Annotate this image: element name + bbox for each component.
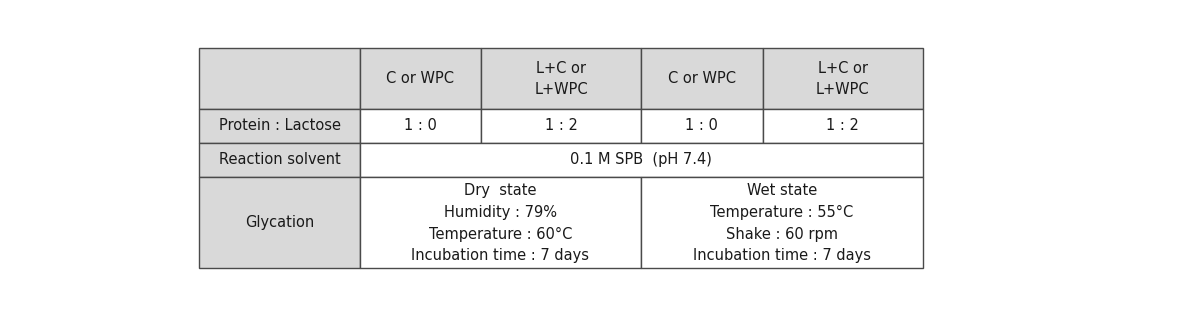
Text: C or WPC: C or WPC bbox=[387, 71, 455, 86]
Bar bbox=[359, 109, 481, 143]
Bar bbox=[359, 49, 481, 109]
Text: Reaction solvent: Reaction solvent bbox=[219, 152, 340, 167]
Bar bbox=[641, 109, 763, 143]
Text: 1 : 2: 1 : 2 bbox=[545, 118, 577, 133]
Text: Shake : 60 rpm: Shake : 60 rpm bbox=[726, 227, 838, 242]
Bar bbox=[763, 109, 922, 143]
Text: 1 : 2: 1 : 2 bbox=[826, 118, 859, 133]
Text: Glycation: Glycation bbox=[245, 215, 314, 230]
Bar bbox=[200, 143, 359, 177]
Text: C or WPC: C or WPC bbox=[668, 71, 735, 86]
Bar bbox=[481, 109, 641, 143]
Text: 1 : 0: 1 : 0 bbox=[685, 118, 719, 133]
Bar bbox=[359, 177, 641, 268]
Text: Wet state: Wet state bbox=[746, 183, 818, 198]
Text: Incubation time : 7 days: Incubation time : 7 days bbox=[412, 249, 589, 264]
Text: Protein : Lactose: Protein : Lactose bbox=[219, 118, 340, 133]
Text: L+C or
L+WPC: L+C or L+WPC bbox=[534, 60, 588, 97]
Text: L+C or
L+WPC: L+C or L+WPC bbox=[816, 60, 870, 97]
Bar bbox=[200, 109, 359, 143]
Text: 1 : 0: 1 : 0 bbox=[403, 118, 437, 133]
Bar bbox=[641, 177, 922, 268]
Text: Incubation time : 7 days: Incubation time : 7 days bbox=[693, 249, 871, 264]
Text: 0.1 M SPB  (pH 7.4): 0.1 M SPB (pH 7.4) bbox=[570, 152, 712, 167]
Text: Temperature : 55°C: Temperature : 55°C bbox=[710, 205, 853, 220]
Bar bbox=[481, 49, 641, 109]
Text: Temperature : 60°C: Temperature : 60°C bbox=[428, 227, 572, 242]
Text: Dry  state: Dry state bbox=[464, 183, 537, 198]
Bar bbox=[200, 177, 359, 268]
Bar bbox=[763, 49, 922, 109]
Bar bbox=[641, 49, 763, 109]
Text: Humidity : 79%: Humidity : 79% bbox=[444, 205, 557, 220]
Bar bbox=[359, 143, 922, 177]
Bar bbox=[200, 49, 359, 109]
